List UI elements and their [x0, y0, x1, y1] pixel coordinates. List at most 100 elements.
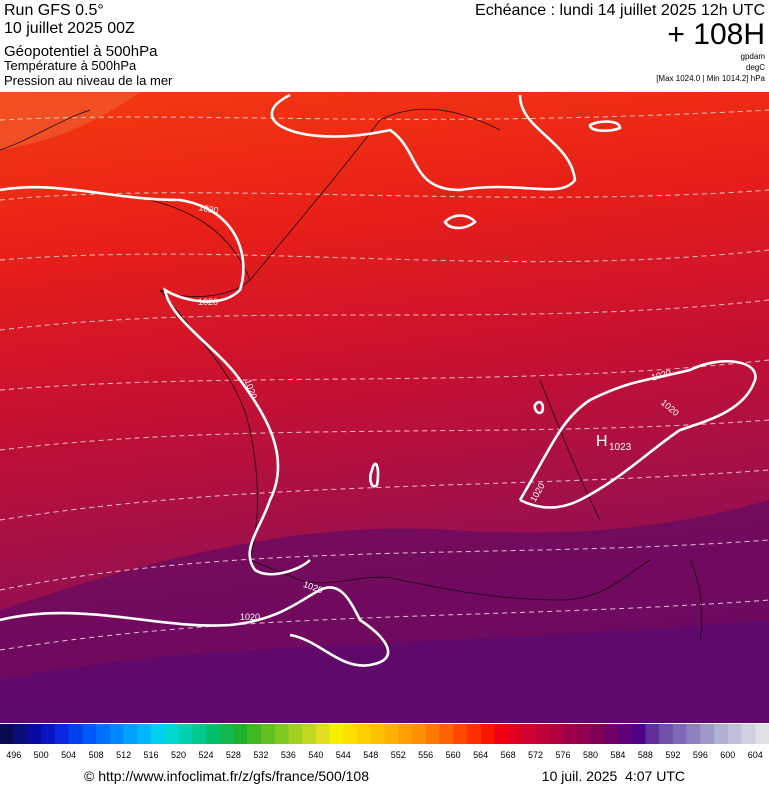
legend-swatch — [617, 724, 632, 744]
legend-label: 584 — [610, 750, 625, 760]
legend-swatch — [41, 724, 56, 744]
legend-swatch — [563, 724, 578, 744]
legend-swatch — [82, 724, 97, 744]
legend-swatch — [659, 724, 674, 744]
legend-swatch — [260, 724, 275, 744]
legend-label: 544 — [336, 750, 351, 760]
legend-label: 600 — [720, 750, 735, 760]
legend-label: 536 — [281, 750, 296, 760]
legend-label: 524 — [198, 750, 213, 760]
legend-swatch — [508, 724, 523, 744]
header: Run GFS 0.5° 10 juillet 2025 00Z Géopote… — [4, 2, 766, 88]
legend-swatch — [425, 724, 440, 744]
legend-label: 604 — [748, 750, 763, 760]
contour-label: 1020 — [240, 612, 260, 622]
legend-swatch — [714, 724, 729, 744]
legend-swatch — [700, 724, 715, 744]
model: Run GFS 0.5° — [4, 2, 104, 19]
legend-swatch — [0, 724, 15, 744]
legend-label: 576 — [556, 750, 571, 760]
legend-swatch — [439, 724, 454, 744]
legend-swatch — [27, 724, 42, 744]
legend-swatch — [590, 724, 605, 744]
legend-swatch — [411, 724, 426, 744]
legend-swatch — [398, 724, 413, 744]
legend-label: 528 — [226, 750, 241, 760]
run: 10 juillet 2025 00Z — [4, 20, 135, 37]
legend-label: 560 — [446, 750, 461, 760]
legend-swatch — [151, 724, 166, 744]
legend-label: 532 — [253, 750, 268, 760]
unit: degC — [746, 63, 765, 72]
legend-swatch — [302, 724, 317, 744]
legend-swatch — [755, 724, 769, 744]
legend-label: 580 — [583, 750, 598, 760]
legend-swatch — [54, 724, 69, 744]
legend-label: 572 — [528, 750, 543, 760]
legend-swatch — [205, 724, 221, 744]
field: Pression au niveau de la mer — [4, 73, 173, 88]
legend-label: 596 — [693, 750, 708, 760]
lead-time: + 108H — [667, 18, 765, 51]
legend-swatch — [219, 724, 234, 744]
range: [Max 1024.0 | Min 1014.2] hPa — [656, 74, 765, 83]
field: Température à 500hPa — [4, 58, 137, 73]
pressure-isobars — [0, 93, 757, 667]
legend-swatch — [357, 724, 372, 744]
legend-swatch — [384, 724, 399, 744]
legend-label: 568 — [501, 750, 516, 760]
legend-swatch — [137, 724, 152, 744]
legend-label: 552 — [391, 750, 406, 760]
source: © http://www.infoclimat.fr/z/gfs/france/… — [84, 768, 369, 784]
contour-label: 1020 — [198, 202, 219, 215]
legend-swatch — [727, 724, 742, 744]
legend-swatch — [576, 724, 591, 744]
legend-swatch — [123, 724, 138, 744]
legend-swatch — [13, 724, 28, 744]
legend-swatch — [274, 724, 289, 744]
legend-swatch — [164, 724, 179, 744]
legend-swatch — [466, 724, 481, 744]
legend-label: 564 — [473, 750, 488, 760]
legend-swatch — [645, 724, 660, 744]
legend-swatch — [631, 724, 646, 744]
legend-label: 500 — [34, 750, 49, 760]
legend-label: 504 — [61, 750, 76, 760]
legend-swatch — [343, 724, 358, 744]
legend-swatch — [109, 724, 124, 744]
legend-swatch — [329, 724, 344, 744]
unit: gpdam — [741, 52, 766, 61]
legend-swatch — [480, 724, 495, 744]
legend-swatch — [233, 724, 248, 744]
legend-swatch — [192, 724, 207, 744]
legend-swatch — [521, 724, 536, 744]
legend-swatch — [68, 724, 83, 744]
temperature-isolines — [0, 109, 769, 651]
legend-swatch — [178, 724, 193, 744]
legend-swatch — [315, 724, 330, 744]
high-value: 1023 — [609, 442, 632, 453]
legend-label: 556 — [418, 750, 433, 760]
legend-swatch — [370, 724, 385, 744]
legend-label: 520 — [171, 750, 186, 760]
field-band — [0, 620, 769, 723]
legend-swatch — [535, 724, 550, 744]
field-main: Géopotentiel à 500hPa — [4, 43, 158, 60]
valid-time: Echéance : lundi 14 juillet 2025 12h UTC — [475, 2, 765, 19]
legend-label: 516 — [144, 750, 159, 760]
legend-label: 496 — [6, 750, 21, 760]
legend-swatch — [604, 724, 619, 744]
legend-label: 592 — [665, 750, 680, 760]
legend-label: 508 — [89, 750, 104, 760]
legend-swatch — [96, 724, 111, 744]
legend-swatch — [453, 724, 468, 744]
legend-label: 588 — [638, 750, 653, 760]
generated: 10 juil. 2025 4:07 UTC — [542, 768, 685, 784]
legend-label: 540 — [308, 750, 323, 760]
legend-swatch — [686, 724, 701, 744]
footer: © http://www.infoclimat.fr/z/gfs/france/… — [84, 768, 685, 784]
legend-swatch — [549, 724, 564, 744]
